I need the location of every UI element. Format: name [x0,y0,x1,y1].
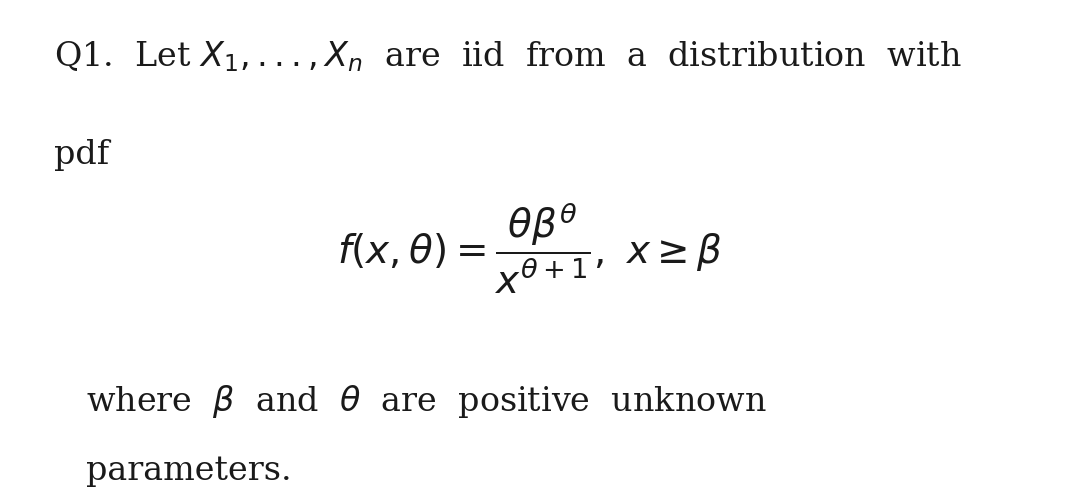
Text: Q1.  Let $X_{1},...,X_{n}$  are  iid  from  a  distribution  with: Q1. Let $X_{1},...,X_{n}$ are iid from a… [54,40,961,75]
Text: parameters.: parameters. [86,455,292,487]
Text: $f(x,\theta) = \dfrac{\theta\beta^{\theta}}{x^{\theta+1}},\ x\geq \beta$: $f(x,\theta) = \dfrac{\theta\beta^{\thet… [337,201,721,296]
Text: where  $\beta$  and  $\theta$  are  positive  unknown: where $\beta$ and $\theta$ are positive … [86,383,767,419]
Text: pdf: pdf [54,139,109,171]
